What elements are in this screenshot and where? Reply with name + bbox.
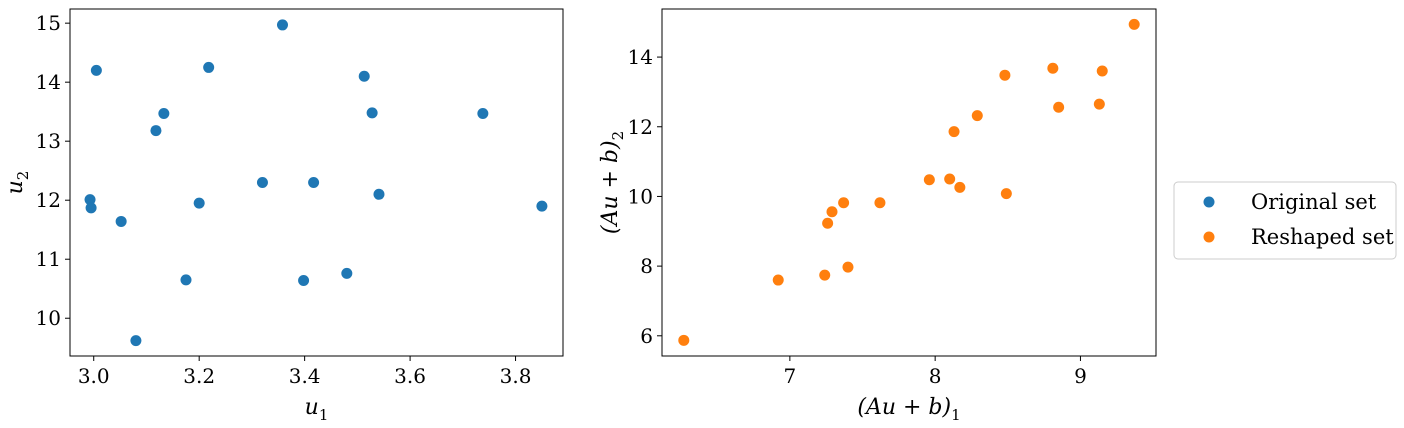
left-y-tick-label: 10	[36, 306, 61, 330]
left-data-point	[308, 177, 320, 188]
left-y-tick-label: 11	[36, 247, 61, 271]
right-y-axis-label: (Au + b)2	[598, 131, 627, 234]
left-x-tick-label: 3.0	[78, 364, 110, 388]
left-x-tick-label: 3.4	[289, 364, 321, 388]
right-data-point	[971, 110, 983, 122]
right-y-tick-label: 8	[640, 254, 653, 278]
right-data-point	[954, 181, 966, 193]
right-data-point	[1047, 62, 1059, 74]
right-data-point	[944, 173, 956, 185]
right-data-point	[1053, 101, 1065, 113]
left-data-point	[276, 19, 288, 31]
right-scatter-chart: 7 8 9 6 8 10 12 14 (Au + b)1 (Au + b)2	[598, 8, 1157, 424]
left-data-point	[150, 125, 162, 137]
left-x-tick-label: 3.2	[183, 364, 215, 388]
right-data-point	[1000, 188, 1012, 200]
right-x-axis-label: (Au + b)1	[857, 395, 960, 424]
right-data-point	[842, 261, 854, 273]
right-y-tick-label: 14	[628, 45, 653, 69]
right-data-point	[874, 197, 886, 209]
left-data-point	[115, 215, 127, 227]
left-x-tick-label: 3.8	[500, 364, 532, 388]
left-data-point	[256, 177, 268, 188]
right-data-point	[826, 206, 838, 218]
legend-label-reshaped: Reshaped set	[1251, 225, 1394, 249]
left-data-point	[298, 274, 310, 286]
right-y-tick-label: 10	[628, 184, 653, 208]
legend: Original set Reshaped set	[1173, 181, 1397, 260]
left-data-point	[358, 70, 370, 82]
left-y-axis-label: u2	[3, 171, 32, 195]
left-data-point	[130, 335, 142, 347]
left-data-point	[366, 107, 378, 119]
left-data-point	[477, 107, 489, 119]
right-data-point	[772, 274, 784, 286]
left-plot-frame	[69, 8, 564, 357]
right-data-point	[1096, 65, 1108, 77]
right-data-point	[819, 269, 831, 281]
left-data-point	[203, 61, 215, 73]
left-data-point	[158, 107, 170, 119]
right-data-point	[923, 174, 935, 186]
legend-frame	[1173, 181, 1397, 260]
right-data-point	[999, 69, 1011, 81]
left-x-tick-label: 3.6	[394, 364, 426, 388]
left-y-tick-label: 15	[36, 11, 61, 35]
right-plot-frame	[661, 8, 1157, 357]
right-data-point	[838, 197, 850, 209]
right-x-tick-label: 7	[783, 364, 796, 388]
right-x-tick-label: 9	[1074, 364, 1087, 388]
left-y-tick-label: 12	[36, 188, 61, 212]
left-data-point	[193, 197, 205, 209]
right-y-tick-label: 6	[640, 324, 653, 348]
right-data-point	[822, 217, 834, 229]
left-scatter-chart: 3.0 3.2 3.4 3.6 3.8 10 11 12 13 14 15 u1 u2	[3, 8, 564, 424]
right-data-point	[948, 126, 960, 138]
left-data-point	[180, 274, 192, 286]
left-data-point	[536, 200, 548, 212]
legend-marker-original	[1203, 196, 1215, 208]
left-data-point	[90, 64, 102, 76]
legend-marker-reshaped	[1203, 231, 1215, 243]
right-y-tick-label: 12	[628, 115, 653, 139]
right-data-point	[1093, 98, 1105, 110]
right-data-point	[1128, 18, 1140, 30]
legend-label-original: Original set	[1251, 190, 1377, 214]
left-y-tick-label: 14	[36, 70, 61, 94]
left-data-point	[84, 194, 96, 206]
left-y-tick-label: 13	[36, 129, 61, 153]
right-x-tick-label: 8	[929, 364, 942, 388]
left-data-point	[85, 202, 97, 214]
left-data-point	[373, 188, 385, 200]
left-x-axis-label: u1	[305, 395, 329, 424]
left-data-point	[341, 267, 353, 279]
right-data-point	[678, 334, 690, 346]
